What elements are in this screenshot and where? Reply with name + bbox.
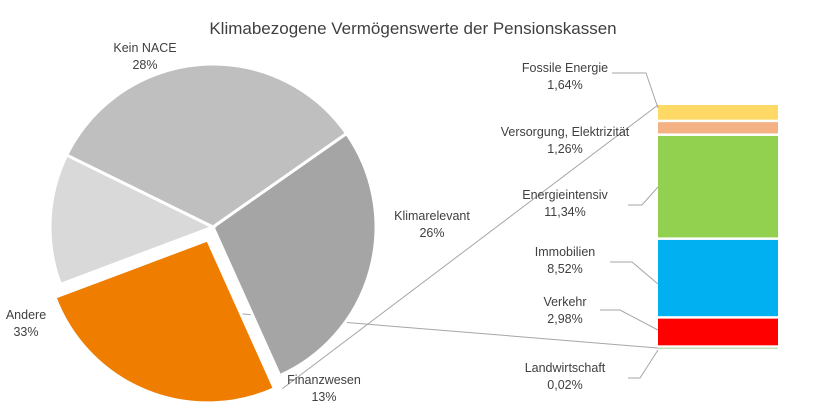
connector-line-top bbox=[282, 104, 659, 389]
bar-label-value: 1,26% bbox=[547, 142, 582, 156]
bar-segment-fossile-energie bbox=[658, 105, 778, 120]
pie-slice-kein-nace bbox=[211, 131, 378, 378]
bar-label-name: Immobilien bbox=[535, 245, 595, 259]
leader-line bbox=[600, 309, 659, 331]
pie-slice-andere bbox=[64, 62, 349, 229]
leader-line bbox=[628, 186, 659, 206]
pie-label-value: 13% bbox=[311, 390, 336, 404]
bar-label-name: Versorgung, Elektrizität bbox=[501, 125, 630, 139]
data-labels: Kein NACE 28% Klimarelevant 26% Finanzwesen 1… bbox=[6, 41, 630, 404]
bar-segment-verkehr bbox=[658, 318, 778, 346]
bar-segment-versorgung-elektrizitat bbox=[658, 122, 778, 134]
pie-label-value: 33% bbox=[13, 325, 38, 339]
leader-line bbox=[610, 261, 659, 285]
leader-line bbox=[612, 72, 659, 109]
pie-slice-klimarelevant bbox=[53, 238, 277, 405]
pie-label-name: Kein NACE bbox=[113, 41, 176, 55]
bar-label-value: 1,64% bbox=[547, 78, 582, 92]
bar-label-value: 2,98% bbox=[547, 312, 582, 326]
pie-label-name: Klimarelevant bbox=[394, 209, 470, 223]
leader-lines bbox=[600, 72, 659, 379]
bar-label-name: Fossile Energie bbox=[522, 61, 608, 75]
leader-line bbox=[628, 349, 659, 379]
breakdown-bar bbox=[658, 105, 778, 349]
bar-segment-energieintensiv bbox=[658, 135, 778, 238]
bar-label-name: Energieintensiv bbox=[522, 188, 608, 202]
bar-label-name: Verkehr bbox=[543, 295, 586, 309]
pie-label-value: 28% bbox=[132, 58, 157, 72]
pie bbox=[48, 62, 378, 405]
chart-title: Klimabezogene Vermögenswerte der Pension… bbox=[209, 19, 616, 38]
bar-segment-immobilien bbox=[658, 239, 778, 317]
bar-label-value: 0,02% bbox=[547, 378, 582, 392]
bar-label-value: 8,52% bbox=[547, 262, 582, 276]
bar-segment-landwirtschaft bbox=[658, 347, 778, 349]
pie-label-value: 26% bbox=[419, 226, 444, 240]
bar-label-value: 11,34% bbox=[544, 205, 585, 219]
pie-label-name: Andere bbox=[6, 308, 46, 322]
pie-label-name: Finanzwesen bbox=[287, 373, 361, 387]
bar-label-name: Landwirtschaft bbox=[525, 361, 606, 375]
pie-slice-finanzwesen bbox=[48, 153, 217, 287]
